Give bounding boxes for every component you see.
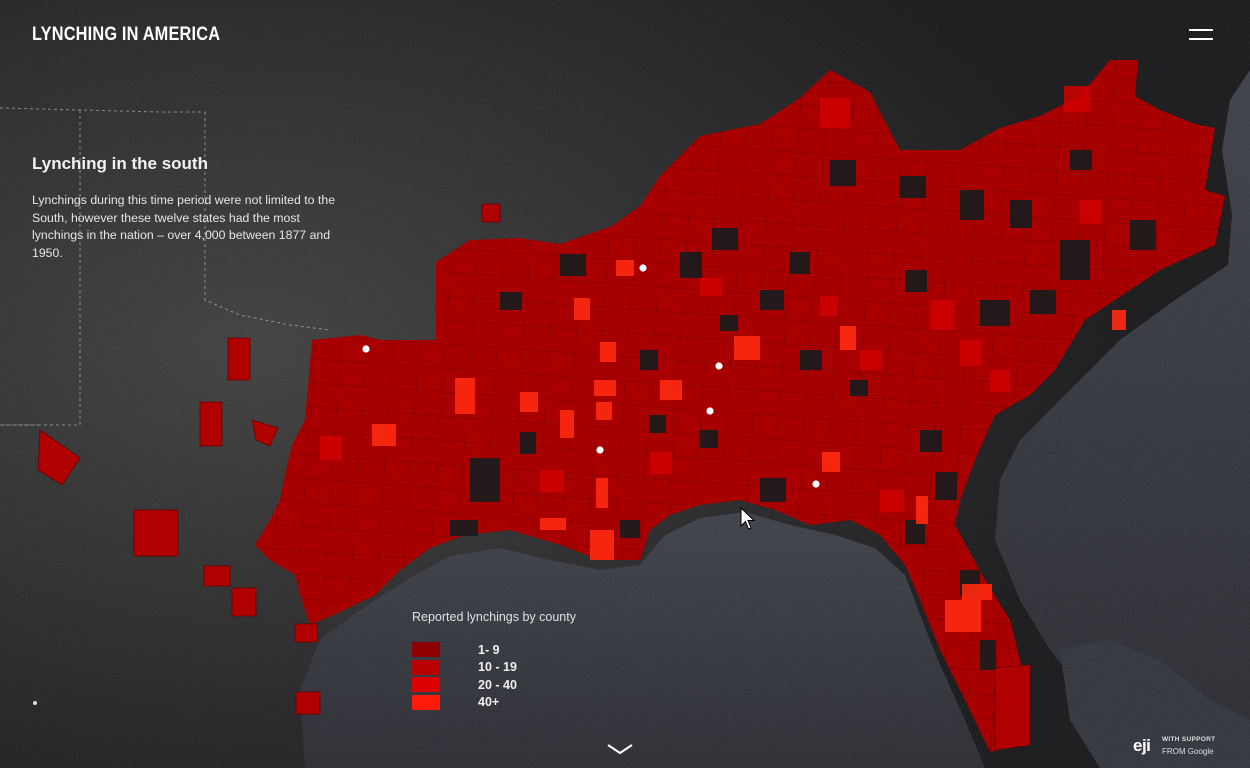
sponsor-block[interactable]: eji WITH SUPPORT FROM Google xyxy=(1133,734,1223,760)
legend-label: 20 - 40 xyxy=(478,677,517,692)
city-marker xyxy=(639,264,647,272)
legend-swatch xyxy=(412,642,440,658)
legend-label: 40+ xyxy=(478,695,500,710)
legend-item: 1- 9 xyxy=(412,641,576,659)
support-text: WITH SUPPORT xyxy=(1162,736,1216,743)
city-marker xyxy=(596,446,604,454)
chevron-down-icon[interactable] xyxy=(606,742,634,756)
progress-dot xyxy=(33,701,37,705)
city-marker xyxy=(715,362,723,370)
legend-title: Reported lynchings by county xyxy=(412,610,576,624)
city-marker xyxy=(362,345,370,353)
map-legend: Reported lynchings by county 1- 9 10 - 1… xyxy=(412,610,576,711)
section-title: Lynching in the south xyxy=(32,154,208,173)
legend-item: 10 - 19 xyxy=(412,659,576,677)
mouse-cursor-icon xyxy=(740,507,756,530)
legend-item: 20 - 40 xyxy=(412,676,576,694)
support-google-text: FROM Google xyxy=(1162,747,1214,756)
site-logo[interactable]: LYNCHING IN AMERICA xyxy=(32,24,221,45)
legend-swatch xyxy=(412,677,440,693)
legend-swatch xyxy=(412,659,440,675)
hamburger-icon xyxy=(1189,29,1213,31)
city-marker xyxy=(812,480,820,488)
eji-logo[interactable]: eji xyxy=(1133,736,1151,755)
legend-swatch xyxy=(412,694,440,710)
city-marker xyxy=(706,407,714,415)
city-markers xyxy=(362,264,820,488)
section-description: Lynchings during this time period were n… xyxy=(32,193,336,260)
legend-label: 1- 9 xyxy=(478,642,500,657)
menu-button[interactable] xyxy=(1186,26,1216,44)
legend-label: 10 - 19 xyxy=(478,660,517,675)
legend-item: 40+ xyxy=(412,694,576,712)
